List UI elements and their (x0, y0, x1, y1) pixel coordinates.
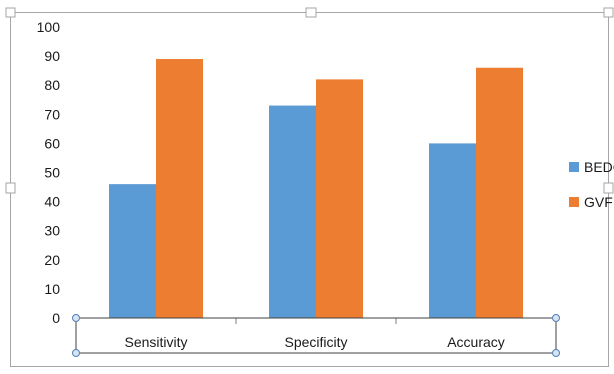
chart-resize-handle-right[interactable] (603, 182, 614, 194)
x-category-label: Accuracy (447, 334, 505, 350)
y-tick-label: 0 (52, 310, 60, 326)
selection-handle[interactable] (552, 349, 560, 357)
y-axis[interactable]: 0 10 20 30 40 50 60 70 80 90 100 (37, 19, 61, 326)
bar-gvf-sensitivity[interactable] (156, 59, 203, 318)
selection-handle[interactable] (72, 314, 80, 322)
bars-group (109, 59, 523, 319)
x-axis[interactable]: Sensitivity Specificity Accuracy (72, 314, 560, 357)
x-category-label: Sensitivity (124, 334, 187, 350)
chart-resize-handle-left[interactable] (5, 182, 16, 194)
y-tick-label: 50 (44, 165, 60, 181)
x-category-label: Specificity (284, 334, 347, 350)
bar-bedc-sensitivity[interactable] (109, 184, 156, 318)
legend-swatch-bedc (569, 162, 579, 172)
legend-label-gvf: GVF (584, 194, 613, 210)
y-tick-label: 60 (44, 135, 60, 151)
y-tick-label: 10 (44, 281, 60, 297)
chart-resize-handle-top-right[interactable] (603, 7, 614, 18)
bar-gvf-specificity[interactable] (316, 79, 363, 318)
chart-resize-handle-top[interactable] (305, 7, 317, 18)
selection-handle[interactable] (72, 349, 80, 357)
y-tick-label: 40 (44, 194, 60, 210)
y-tick-label: 80 (44, 77, 60, 93)
legend-swatch-gvf (569, 197, 579, 207)
y-tick-label: 70 (44, 106, 60, 122)
chart-resize-handle-top-left[interactable] (5, 7, 16, 18)
legend-label-bedc: BEDC (584, 159, 614, 175)
legend[interactable]: BEDC GVF (569, 159, 614, 210)
y-tick-label: 90 (44, 48, 60, 64)
y-tick-label: 30 (44, 223, 60, 239)
y-tick-label: 100 (37, 19, 61, 35)
bar-bedc-accuracy[interactable] (429, 143, 476, 318)
selection-handle[interactable] (552, 314, 560, 322)
y-tick-label: 20 (44, 252, 60, 268)
x-axis-selection-box[interactable] (75, 317, 557, 354)
bar-gvf-accuracy[interactable] (476, 67, 523, 319)
bar-bedc-specificity[interactable] (269, 105, 316, 318)
